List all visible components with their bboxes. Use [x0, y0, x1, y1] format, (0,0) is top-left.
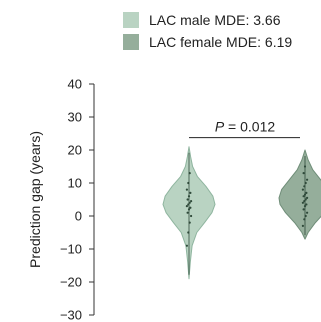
data-point [303, 205, 307, 208]
data-point [303, 218, 306, 221]
y-tick-label: 40 [68, 77, 82, 92]
data-point [302, 195, 305, 198]
data-point [306, 178, 309, 181]
p-value-label: P = 0.012 [215, 119, 276, 135]
data-point [187, 195, 191, 198]
data-point [305, 191, 308, 194]
y-axis-label: Prediction gap (years) [27, 131, 43, 268]
data-point [190, 200, 193, 203]
data-point [305, 203, 308, 206]
data-point [304, 214, 307, 218]
legend-swatch-male [123, 12, 139, 28]
data-point [302, 208, 305, 211]
data-point [303, 193, 307, 196]
data-point [189, 206, 192, 209]
significance-annotation: P = 0.012 [189, 119, 300, 139]
data-point [306, 211, 309, 214]
legend-item-male: LAC male MDE: 3.66 [123, 9, 292, 31]
data-point [187, 181, 190, 185]
y-tick-label: 30 [68, 110, 82, 125]
data-point [304, 198, 307, 201]
legend: LAC male MDE: 3.66 LAC female MDE: 6.19 [123, 9, 292, 53]
legend-swatch-female [123, 34, 139, 50]
data-point [188, 221, 191, 224]
data-point [303, 165, 307, 168]
data-point [186, 211, 189, 214]
data-point [301, 201, 304, 204]
data-point [187, 203, 190, 206]
y-tick-label: −20 [60, 275, 82, 290]
data-point [187, 208, 191, 211]
data-point [302, 172, 305, 175]
data-point [188, 172, 191, 175]
data-point [190, 214, 193, 218]
data-point [187, 231, 190, 234]
data-point [188, 201, 191, 204]
legend-item-female: LAC female MDE: 6.19 [123, 31, 292, 53]
data-point [301, 188, 304, 191]
data-point [185, 188, 188, 191]
y-axis: 40 30 20 10 0 −10 −20 −30 [60, 77, 95, 322]
violins [162, 146, 321, 280]
y-tick-label: −30 [60, 308, 82, 322]
data-point [303, 185, 306, 188]
legend-label-female: LAC female MDE: 6.19 [149, 34, 293, 50]
data-point [185, 244, 188, 247]
y-tick-label: 20 [68, 143, 82, 158]
data-point [186, 198, 189, 201]
data-point [189, 191, 192, 194]
violin-body [278, 149, 321, 240]
y-tick-label: 0 [75, 209, 82, 224]
y-tick-label: −10 [60, 242, 82, 257]
data-point [185, 205, 188, 208]
legend-label-male: LAC male MDE: 3.66 [149, 12, 281, 28]
data-point [306, 196, 309, 199]
data-point [304, 181, 307, 185]
y-tick-label: 10 [68, 176, 82, 191]
data-point [303, 200, 306, 203]
data-point [301, 224, 304, 227]
